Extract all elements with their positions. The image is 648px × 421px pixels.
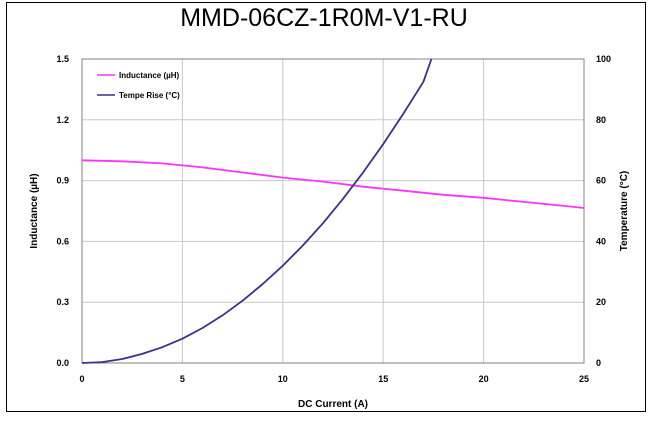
x-tick-label: 0 bbox=[79, 374, 84, 384]
y2-tick-label: 0 bbox=[596, 358, 601, 368]
y-tick-label: 0.9 bbox=[56, 176, 69, 186]
y-tick-label: 1.5 bbox=[56, 54, 69, 64]
legend-label-temp-rise: Tempe Rise (°C) bbox=[119, 91, 180, 100]
x-tick-label: 25 bbox=[579, 374, 589, 384]
y2-tick-label: 40 bbox=[596, 236, 606, 246]
series-layer bbox=[81, 58, 585, 364]
series-line-inductance bbox=[81, 159, 585, 209]
x-tick-label: 20 bbox=[479, 374, 489, 384]
chart-frame bbox=[6, 2, 646, 412]
y2-tick-label: 20 bbox=[596, 297, 606, 307]
x-tick-label: 5 bbox=[180, 374, 185, 384]
y-tick-label: 0.6 bbox=[56, 236, 69, 246]
series-line-temp-rise bbox=[81, 58, 433, 364]
grid bbox=[82, 59, 584, 363]
legend: Inductance (µH) Tempe Rise (°C) bbox=[97, 71, 180, 100]
y2-tick-label: 100 bbox=[596, 54, 611, 64]
y2-axis-label: Temperature (°C) bbox=[619, 171, 630, 252]
y-axis-label: Inductance (µH) bbox=[29, 173, 40, 248]
plot-area bbox=[81, 58, 585, 364]
x-tick-label: 10 bbox=[278, 374, 288, 384]
y2-tick-label: 80 bbox=[596, 115, 606, 125]
chart-title: MMD-06CZ-1R0M-V1-RU bbox=[180, 4, 468, 32]
legend-label-inductance: Inductance (µH) bbox=[119, 71, 180, 80]
y-tick-label: 0.3 bbox=[56, 297, 69, 307]
tick-labels: 0 5 10 15 20 25 0.0 0.3 0.6 0.9 1.2 1.5 0 20 40 60 80 100 bbox=[56, 54, 611, 384]
y-tick-label: 1.2 bbox=[56, 115, 69, 125]
x-axis-label: DC Current (A) bbox=[298, 399, 368, 410]
y2-tick-label: 60 bbox=[596, 176, 606, 186]
x-tick-label: 15 bbox=[378, 374, 388, 384]
y-tick-label: 0.0 bbox=[56, 358, 69, 368]
